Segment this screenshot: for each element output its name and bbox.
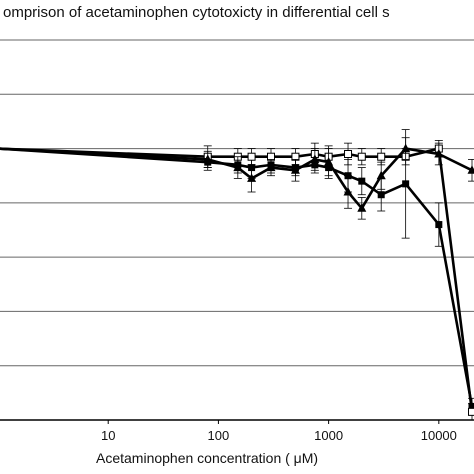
chart-title: omprison of acetaminophen cytotoxicty in…	[3, 4, 390, 21]
data-point	[247, 152, 256, 161]
data-point	[290, 165, 300, 174]
data-point	[435, 221, 443, 229]
tick-label-layer: 10 100 1000 10000	[101, 420, 457, 443]
data-point	[377, 191, 385, 199]
data-point	[247, 173, 257, 182]
series-1	[0, 129, 474, 415]
x-axis-label: Acetaminophen concentration ( μM)	[96, 450, 319, 466]
series-line	[0, 147, 474, 413]
data-point	[468, 407, 474, 416]
data-point	[377, 152, 386, 161]
data-point	[324, 157, 334, 166]
data-point	[402, 180, 410, 188]
x-tick-label: 10	[101, 428, 115, 443]
grid-layer	[0, 39, 474, 367]
data-point	[401, 143, 411, 153]
series-line	[0, 147, 474, 407]
data-point	[467, 165, 474, 174]
data-point	[344, 150, 353, 158]
data-point	[357, 152, 366, 161]
x-tick-label: 10000	[421, 428, 457, 443]
data-point	[376, 170, 386, 180]
data-point	[310, 154, 320, 163]
series-3	[0, 137, 474, 220]
data-point	[233, 162, 243, 172]
data-point	[266, 162, 276, 172]
series-layer	[0, 129, 474, 421]
data-point	[358, 177, 366, 185]
data-point	[203, 154, 213, 163]
data-point	[357, 203, 367, 212]
data-point	[343, 187, 353, 196]
data-point	[434, 149, 444, 158]
x-tick-label: 100	[208, 428, 230, 443]
x-tick-label: 1000	[314, 428, 343, 443]
